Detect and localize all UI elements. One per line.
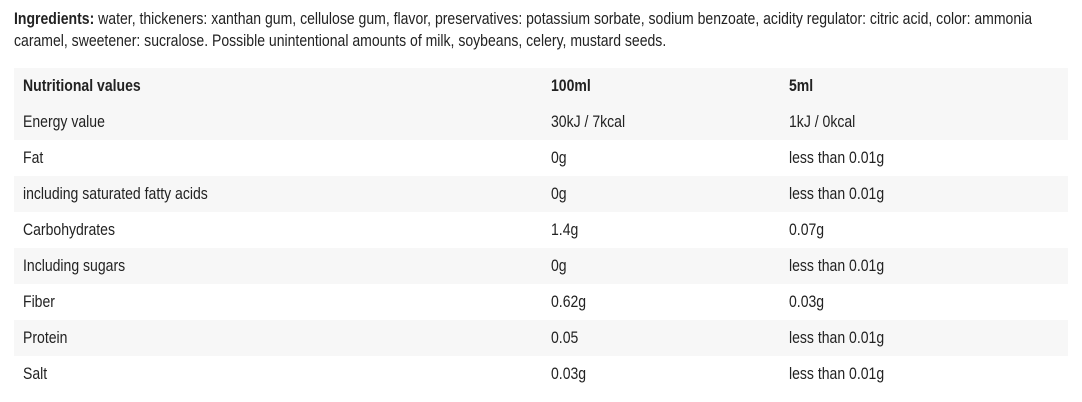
header-nutritional-values: Nutritional values (23, 77, 141, 95)
table-row: including saturated fatty acids 0g less th… (14, 176, 1068, 212)
table-row: Including sugars 0g less than 0.01g (14, 248, 1068, 284)
table-header: Nutritional values 100ml 5ml (14, 68, 1068, 104)
ingredients-label: Ingredients: (14, 10, 95, 28)
header-100ml: 100ml (551, 77, 591, 95)
cell-per-100ml: 0.03g (551, 365, 587, 383)
cell-nutrient: Including sugars (23, 257, 126, 275)
cell-per-100ml: 30kJ / 7kcal (551, 113, 626, 131)
cell-nutrient: Protein (23, 329, 68, 347)
cell-per-5ml: less than 0.01g (789, 257, 885, 275)
cell-per-5ml: 1kJ / 0kcal (789, 113, 856, 131)
ingredients-list: water, thickeners: xanthan gum, cellulos… (14, 10, 1033, 50)
table-row: Fiber 0.62g 0.03g (14, 284, 1068, 320)
table-row: Protein 0.05 less than 0.01g (14, 320, 1068, 356)
cell-per-100ml: 0g (551, 185, 567, 203)
cell-nutrient: Salt (23, 365, 48, 383)
table-row: Fat 0g less than 0.01g (14, 140, 1068, 176)
cell-per-100ml: 0g (551, 149, 567, 167)
cell-per-100ml: 0g (551, 257, 567, 275)
cell-per-100ml: 1.4g (551, 221, 579, 239)
table-row: Energy value 30kJ / 7kcal 1kJ / 0kcal (14, 104, 1068, 140)
cell-per-5ml: less than 0.01g (789, 185, 885, 203)
cell-per-5ml: 0.03g (789, 293, 825, 311)
cell-nutrient: Energy value (23, 113, 105, 131)
cell-per-5ml: less than 0.01g (789, 365, 885, 383)
table-row: Salt 0.03g less than 0.01g (14, 356, 1068, 392)
cell-nutrient: including saturated fatty acids (23, 185, 208, 203)
table-row: Carbohydrates 1.4g 0.07g (14, 212, 1068, 248)
cell-per-100ml: 0.05 (551, 329, 579, 347)
cell-per-5ml: less than 0.01g (789, 149, 885, 167)
cell-per-100ml: 0.62g (551, 293, 587, 311)
cell-nutrient: Fiber (23, 293, 55, 311)
nutrition-table: Nutritional values 100ml 5ml Energy valu… (14, 68, 1068, 392)
cell-per-5ml: less than 0.01g (789, 329, 885, 347)
cell-nutrient: Fat (23, 149, 44, 167)
ingredients-text: Ingredients: water, thickeners: xanthan … (14, 8, 1082, 52)
cell-per-5ml: 0.07g (789, 221, 825, 239)
cell-nutrient: Carbohydrates (23, 221, 115, 239)
header-5ml: 5ml (789, 77, 814, 95)
